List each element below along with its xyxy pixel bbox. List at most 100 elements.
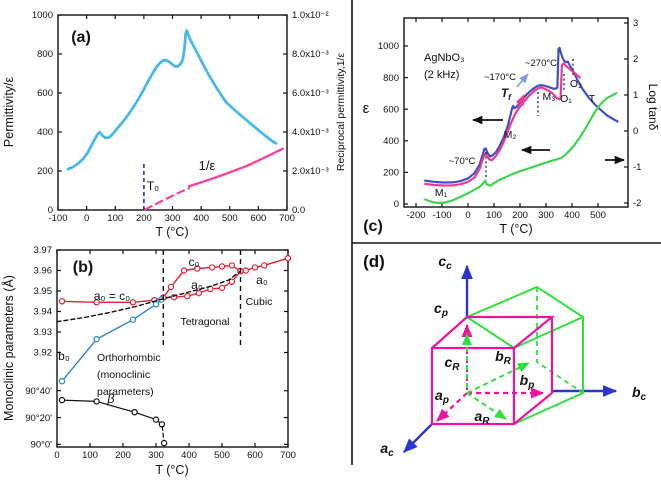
label-text: 0 [84,213,89,224]
label-text: O₂ [570,78,582,90]
cubic-axis-a [403,423,433,453]
y-tick-label: 200 [383,168,399,179]
label-text: -1 [633,162,641,173]
orthorhombic-phase-label-1: Orthorhombic [97,352,161,364]
label-text: -100 [433,210,452,221]
y-tick-label: 0 [394,199,399,210]
y-tick-label: 3.94 [34,307,53,318]
label-text: M₃ [542,91,555,103]
x-tick-label: 0 [54,450,59,461]
panel-d: (d) cc bc ac cp bp ap cR bR aR [363,252,646,459]
x-tick-label: 300 [148,450,164,461]
y2-tick-label: 0.0 [292,205,305,216]
label-text: 500 [222,213,238,224]
y-tick-label: 90°20' [25,413,52,424]
label-text: T [501,88,509,100]
label-bc: bc [632,384,647,403]
y2-tick-label: 4.0x10⁻³ [292,127,329,138]
x-tick-label: 500 [214,450,230,461]
label-text: 600 [37,88,53,99]
marker-c0-tetragonal [194,265,201,272]
label-text: 2.0x10⁻³ [292,166,329,177]
x-tick-label: 0 [84,213,89,224]
x-tick-label: 100 [486,210,502,221]
sample-label: AgNbO₃ [424,52,465,64]
label-text: c₀ [189,255,200,269]
x-tick-label: -200 [407,210,426,221]
label-text: 200 [136,213,152,224]
T-phase-label: T [589,93,596,105]
label-text: 3.93 [34,327,53,338]
label-text: Tetragonal [180,316,229,328]
marker-a0-tetragonal [195,289,203,297]
label-text: Permittivity/ε [2,76,16,147]
label-text: 300 [148,450,164,461]
label-text: ~270°C [525,58,557,69]
vector-bR [466,362,530,394]
marker-a0-cubic [242,267,249,274]
label-text: 400 [383,136,399,147]
x-tick-label: 600 [250,213,266,224]
y-tick-label: 400 [383,136,399,147]
series-average-parameter [56,270,242,323]
y2-tick-label: -2 [633,198,641,209]
label-text: -100 [48,213,67,224]
label-text: 90°40' [25,386,52,397]
y2-tick-label: 1.0x10⁻² [292,10,329,21]
x-tick-label: 200 [136,213,152,224]
rhombohedral-cell-hidden-edges [536,287,584,394]
y2-tick-label: 2 [633,54,638,65]
marker-a0-equals-c0 [93,299,100,306]
y-tick-label: 200 [37,166,53,177]
x-tick-label: 200 [512,210,528,221]
label-text: 200 [512,210,528,221]
label-text: T (°C) [499,222,532,236]
label-text: 1000 [32,10,53,21]
panel-label-d: (d) [363,252,385,271]
label-text: 1000 [378,41,399,52]
marker-a0-cubic [284,255,292,262]
label-text: a₀ [191,278,203,292]
t270-label: ~270°C [525,58,557,69]
label-text: 3.94 [34,307,53,318]
x-tick-label: 100 [82,450,98,461]
marker-a0-cubic [261,262,268,269]
label-cc: cc [438,253,452,272]
x-tick-label: 100 [107,213,123,224]
x-tick-label: 700 [279,213,295,224]
label-text: (a) [71,29,91,46]
orthorhombic-phase-label-2: (monoclinic [97,369,150,381]
label-text: T₀ [147,179,159,193]
marker-a0-tetragonal [184,292,191,300]
y2-tick-label: -1 [633,162,641,173]
reciprocal-label: 1/ε [199,158,216,173]
label-text: 3.95 [34,286,53,297]
x-tick-label: 500 [590,210,606,221]
label-text: ε [363,100,370,117]
label-text: 400 [181,450,197,461]
y-axis-title: Permittivity/ε [2,76,16,147]
y-tick-label: 400 [37,127,53,138]
x-tick-label: 300 [165,213,181,224]
panel-label-b: (b) [73,259,93,276]
vector-ap [436,392,468,422]
label-text: β [106,392,114,406]
label-text: parameters) [97,386,154,398]
y2-tick-label: 0 [633,126,638,137]
y-tick-label: 3.92 [34,348,53,359]
marker-c0-tetragonal [228,262,236,269]
label-text: 800 [37,49,53,60]
label-text: 400 [564,210,580,221]
rhombohedral-cell-solid-edges [466,285,584,425]
label-text: 2 [633,54,638,65]
label-text: Orthorhombic [97,352,161,364]
label-text: 600 [383,104,399,115]
y-axis-title: Log tanδ [646,84,660,131]
label-text: 800 [383,73,399,84]
y2-tick-label: 2.0x10⁻³ [292,166,329,177]
M1-phase-label: M₁ [435,187,448,199]
x-tick-label: 400 [181,450,197,461]
label-text: 3.92 [34,348,53,359]
label-text: 700 [279,213,295,224]
